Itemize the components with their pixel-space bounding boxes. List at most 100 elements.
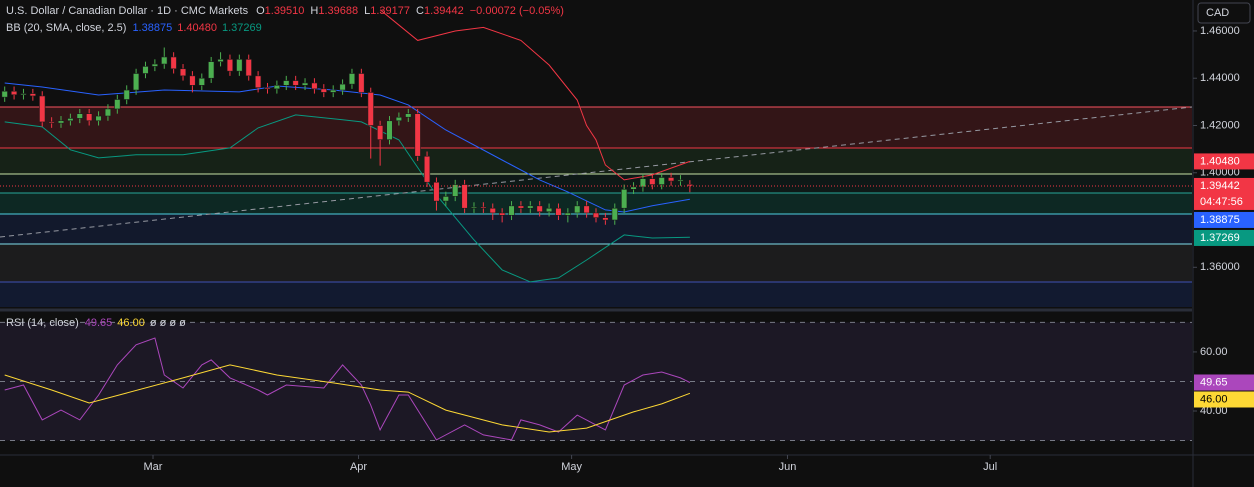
candle-body [545,207,553,213]
candle-body [10,90,18,96]
candle-body [179,68,187,77]
candle-body [104,108,112,117]
candle-body [142,66,149,74]
ohlc-label: H [310,5,318,17]
candle-body [161,56,168,65]
ohlc-label: O [256,5,265,17]
candle-body [67,118,74,122]
y-tick-label: 1.42000 [1200,119,1240,131]
candle-body [470,206,478,209]
zone [0,148,1192,174]
price-badge [1194,229,1254,246]
y-tick-label: 1.44000 [1200,72,1240,84]
countdown-label: 04:47:56 [1200,196,1243,208]
candle-body [583,205,590,214]
candle-body [330,89,337,93]
currency-button[interactable] [1197,2,1251,24]
rsi-badge-label: 49.65 [1200,376,1228,388]
candle-body [189,75,196,86]
candle-body [151,63,158,67]
candle-body [292,80,299,86]
candle-body [320,88,327,93]
candle-body [132,73,140,91]
candle-body [311,82,318,90]
series-line [4,337,691,441]
candle-body [611,207,618,221]
candle-body [1,90,8,98]
axes: 1.36000 1.40000 1.42000 1.44000 1.46000 Mar Ap… [144,25,1254,473]
rsi-title: RSI (14, close) [6,317,79,329]
candle-body [377,125,384,140]
candle-body [527,205,534,209]
y-tick-label: 40.00 [1200,405,1228,417]
candle-body [621,189,628,209]
series-line [4,364,691,433]
candle-body [442,196,449,202]
candle-body [536,205,543,213]
series-line [379,9,691,181]
price-badge [1194,211,1254,228]
legend-symbol: U.S. Dollar / Canadian Dollar · 1D · CMC… [6,5,564,17]
candle-body [461,184,468,209]
series-line [4,114,690,283]
candle-body [414,113,421,157]
bb-value: 1.37269 [222,22,262,34]
y-tick-label: 60.00 [1200,346,1228,358]
zone [0,193,1192,214]
bb-legend: BB (20, SMA, close, 2.5) 1.38875 1.40480 1.… [6,22,262,34]
candle-body [29,93,36,97]
candle-body [489,207,496,214]
change: −0.00072 (−0.05%) [470,5,564,17]
bb-value: 1.40480 [177,22,217,34]
candle-body [592,212,600,218]
price-badge-label: 1.37269 [1200,232,1240,244]
candle-body [301,82,309,86]
ohlc-label: L [364,5,370,17]
x-tick-label: Jul [983,461,997,473]
candle-body [574,205,581,214]
candle-body [57,120,65,124]
rsi-legend: RSI (14, close) 49.65 46.00 ø ø ø ø [6,317,186,329]
candle-body [123,89,130,100]
candle-body [480,206,487,209]
candle-body [170,56,177,70]
candle-body [217,59,224,62]
x-tick-label: Apr [350,461,367,473]
ohlc-value: 1.39688 [318,5,358,17]
zone [0,174,1192,193]
trend-line [0,106,1193,238]
zone [0,107,1192,148]
candle-body [423,155,431,183]
candle-body [198,77,205,86]
candle-body [405,113,412,118]
candle-body [208,61,215,79]
candle-body [20,93,27,96]
candle-body [367,92,374,126]
zone [0,244,1192,282]
candle-body [452,184,459,197]
candle-body [508,205,515,216]
ohlc-value: 1.39510 [265,5,305,17]
candle-body [499,212,506,216]
candle-body [254,75,262,88]
rsi-placeholders: ø ø ø ø [150,317,186,329]
candle-body [358,73,365,93]
candle-body [86,113,93,122]
candle-body [226,59,234,72]
candle-body [39,95,46,123]
candle-body [686,184,693,187]
candle-body [339,83,346,91]
currency-label[interactable]: CAD [1206,7,1229,19]
x-tick-label: Jun [779,461,797,473]
rsi-value: 49.65 [85,317,113,329]
candle-body [273,85,280,90]
candle-body [658,177,665,185]
candle-body [395,116,403,122]
y-tick-label: 1.36000 [1200,261,1240,273]
rsi-badge-label: 46.00 [1200,393,1228,405]
candle-body [602,217,609,221]
y-tick-label: 1.40000 [1200,167,1240,179]
price-pane [0,9,1192,283]
ohlc-value: 1.39442 [424,5,464,17]
